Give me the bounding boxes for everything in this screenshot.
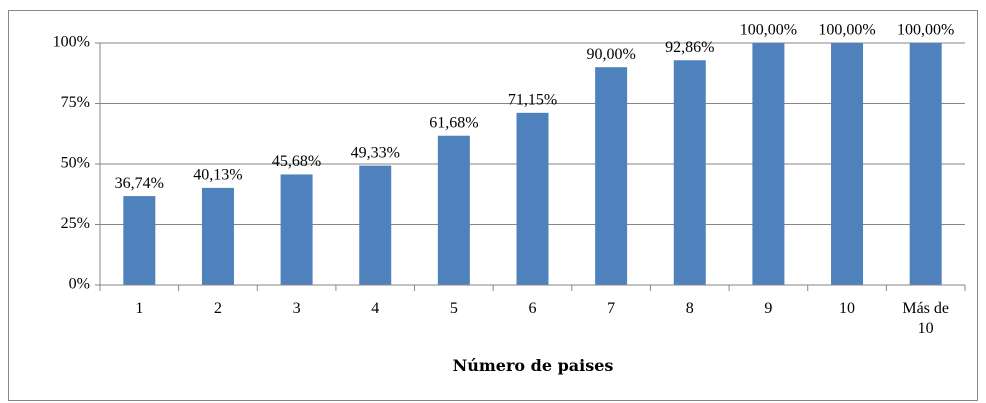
value-label: 49,33% bbox=[351, 144, 400, 161]
bar bbox=[123, 196, 156, 285]
x-tick-label: 2 bbox=[213, 300, 222, 317]
bar bbox=[516, 112, 549, 285]
bar bbox=[359, 165, 392, 285]
bar bbox=[595, 67, 628, 285]
bar bbox=[909, 43, 942, 285]
y-tick-label: 75% bbox=[61, 94, 90, 111]
x-tick-label: 10 bbox=[839, 300, 856, 317]
bar bbox=[831, 43, 864, 285]
bar bbox=[201, 187, 234, 285]
value-label: 71,15% bbox=[508, 91, 557, 108]
bar bbox=[752, 43, 785, 285]
bar bbox=[437, 135, 470, 285]
x-tick-label: 6 bbox=[528, 300, 537, 317]
value-label: 100,00% bbox=[740, 22, 797, 39]
value-label: 61,68% bbox=[429, 114, 478, 131]
x-tick-label: 4 bbox=[371, 300, 380, 317]
value-label: 90,00% bbox=[586, 46, 635, 63]
x-tick-label: 8 bbox=[685, 300, 694, 317]
y-tick-label: 25% bbox=[61, 215, 90, 232]
value-label: 40,13% bbox=[193, 167, 242, 184]
x-tick-label: Más de 10 bbox=[902, 300, 949, 337]
x-tick-label: 9 bbox=[764, 300, 773, 317]
x-tick-label: 3 bbox=[292, 300, 301, 317]
value-label: 100,00% bbox=[897, 22, 954, 39]
value-label: 36,74% bbox=[115, 175, 164, 192]
x-axis-title: Número de paises bbox=[452, 356, 614, 375]
chart-border bbox=[8, 10, 978, 401]
y-tick-label: 100% bbox=[53, 34, 90, 51]
x-tick-label: 7 bbox=[607, 300, 616, 317]
y-tick-label: 50% bbox=[61, 155, 90, 172]
value-label: 92,86% bbox=[665, 39, 714, 56]
y-tick-label: 0% bbox=[69, 276, 90, 293]
value-label: 100,00% bbox=[818, 22, 875, 39]
value-label: 45,68% bbox=[272, 153, 321, 170]
x-tick-label: 1 bbox=[135, 300, 144, 317]
bar bbox=[673, 60, 706, 285]
bar bbox=[280, 174, 313, 285]
x-tick-label: 5 bbox=[449, 300, 458, 317]
